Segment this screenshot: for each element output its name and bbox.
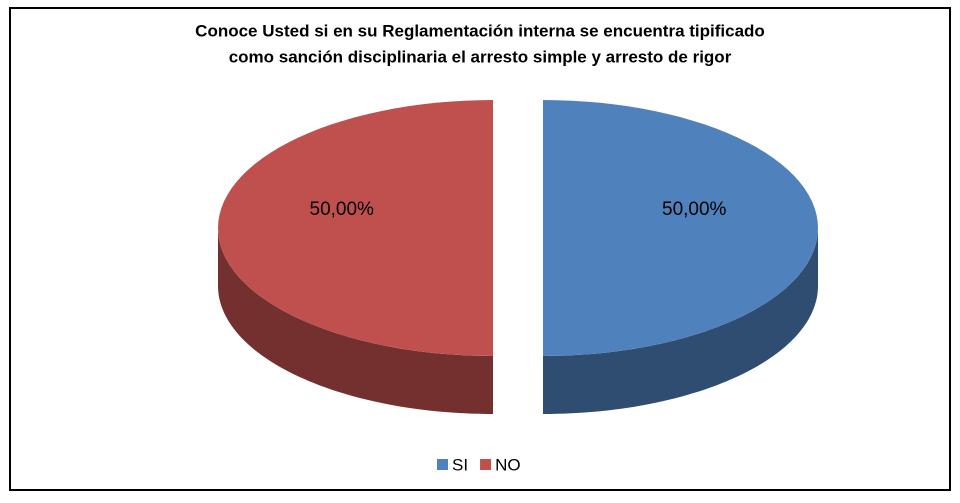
slice-side bbox=[218, 228, 493, 414]
slice-side bbox=[543, 228, 818, 414]
data-label: 50,00% bbox=[662, 199, 727, 220]
slice bbox=[543, 100, 818, 356]
legend-swatch bbox=[480, 459, 492, 470]
legend-swatch bbox=[437, 459, 448, 470]
data-label: 50,00% bbox=[310, 199, 375, 220]
legend-label: NO bbox=[495, 455, 521, 474]
chart-title: Conoce Usted si en su Reglamentación int… bbox=[195, 21, 765, 40]
legend-label: SI bbox=[452, 455, 468, 474]
chart-title: como sanción disciplinaria el arresto si… bbox=[229, 47, 732, 66]
slice bbox=[218, 100, 493, 356]
